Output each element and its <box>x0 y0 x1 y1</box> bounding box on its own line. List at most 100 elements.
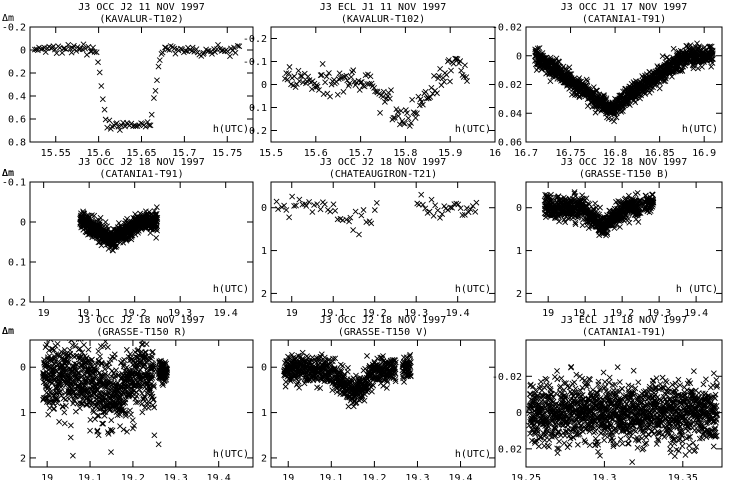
data-point <box>108 449 114 456</box>
plot-frame <box>525 181 723 303</box>
x-tick-label: 19 <box>38 308 50 319</box>
data-point <box>659 53 666 60</box>
y-axis-label: Δm <box>2 168 14 179</box>
data-point <box>460 73 467 80</box>
data-point <box>291 202 298 209</box>
data-point <box>121 356 128 363</box>
data-point <box>69 452 76 459</box>
data-point <box>296 196 303 203</box>
data-point <box>134 123 141 130</box>
data-point <box>431 72 437 79</box>
x-tick-label: 16.75 <box>555 148 585 159</box>
plot-frame <box>29 181 254 303</box>
data-point <box>154 77 160 84</box>
data-point <box>75 369 82 376</box>
data-point <box>128 236 135 243</box>
data-point <box>101 366 108 373</box>
data-point <box>356 87 363 93</box>
x-tick-label: 16 <box>489 148 501 159</box>
data-point <box>94 428 101 435</box>
data-point <box>154 223 160 230</box>
data-point <box>690 65 697 72</box>
panel-title: J3 OCC J2 18 NOV 1997 <box>561 157 687 168</box>
data-point <box>450 60 457 67</box>
data-point <box>637 210 644 216</box>
chart-panel-3: J3 OCC J1 17 NOV 1997(CATANIA1-T91)16.7 1… <box>492 2 723 159</box>
data-point <box>386 95 393 102</box>
data-point <box>67 422 74 429</box>
data-point <box>309 209 316 215</box>
x-tick-label: 19.2 <box>610 308 634 319</box>
y-tick-label: 0.06 <box>498 138 522 149</box>
data-point <box>452 55 459 62</box>
y-axis-label: Δm <box>2 13 14 24</box>
data-point <box>275 206 281 212</box>
data-point <box>95 432 102 439</box>
data-point <box>90 44 96 51</box>
data-point <box>289 193 296 200</box>
data-point <box>299 349 306 356</box>
data-point <box>91 49 98 55</box>
data-point <box>635 219 642 225</box>
data-point <box>77 340 84 342</box>
data-point <box>419 201 426 208</box>
data-point <box>51 405 58 412</box>
data-point <box>282 383 289 390</box>
data-point <box>455 201 462 208</box>
data-point <box>305 73 312 80</box>
data-point <box>392 357 399 364</box>
data-point <box>625 192 632 199</box>
data-point <box>59 382 65 389</box>
data-point <box>148 111 155 118</box>
data-points <box>532 40 716 125</box>
x-tick-label: 19.3 <box>405 473 429 480</box>
y-tick-label: 1 <box>20 408 26 419</box>
panel-title: J3 OCC J2 18 NOV 1997 <box>78 315 204 326</box>
data-point <box>133 399 139 406</box>
data-point <box>81 211 88 217</box>
data-point <box>377 109 383 116</box>
data-point <box>590 89 597 96</box>
data-point <box>556 218 563 225</box>
data-point <box>97 214 104 221</box>
x-axis-label: h(UTC) <box>213 449 249 460</box>
data-point <box>121 367 128 374</box>
data-point <box>352 208 359 215</box>
data-point <box>95 412 102 419</box>
data-point <box>388 87 394 94</box>
x-tick-label: 19.3 <box>164 473 188 480</box>
data-point <box>321 201 328 208</box>
data-point <box>291 73 298 80</box>
data-point <box>102 391 109 398</box>
data-points <box>282 55 470 129</box>
data-point <box>461 211 468 218</box>
data-point <box>124 428 130 435</box>
data-point <box>581 197 588 204</box>
data-point <box>101 106 108 113</box>
data-point <box>319 61 326 67</box>
data-point <box>38 46 44 52</box>
x-axis-label: h(UTC) <box>455 449 491 460</box>
x-axis-label: h(UTC) <box>682 124 718 135</box>
data-point <box>656 85 663 92</box>
data-point <box>401 120 408 127</box>
data-point <box>182 48 189 54</box>
data-point <box>553 55 560 62</box>
data-point <box>618 108 625 115</box>
data-point <box>91 212 98 219</box>
data-point <box>135 399 141 406</box>
data-point <box>79 367 85 374</box>
data-point <box>231 44 237 51</box>
data-point <box>597 204 603 211</box>
data-point <box>61 347 68 353</box>
data-point <box>348 74 355 80</box>
x-axis-label: h(UTC) <box>213 124 249 135</box>
data-point <box>393 106 400 113</box>
x-tick-label: 15.6 <box>87 148 111 159</box>
x-axis-label: h(UTC) <box>455 124 491 135</box>
data-point <box>98 83 105 89</box>
data-point <box>87 427 93 434</box>
data-point <box>611 225 618 232</box>
y-tick-label: 0.04 <box>498 109 522 120</box>
data-point <box>371 207 378 214</box>
